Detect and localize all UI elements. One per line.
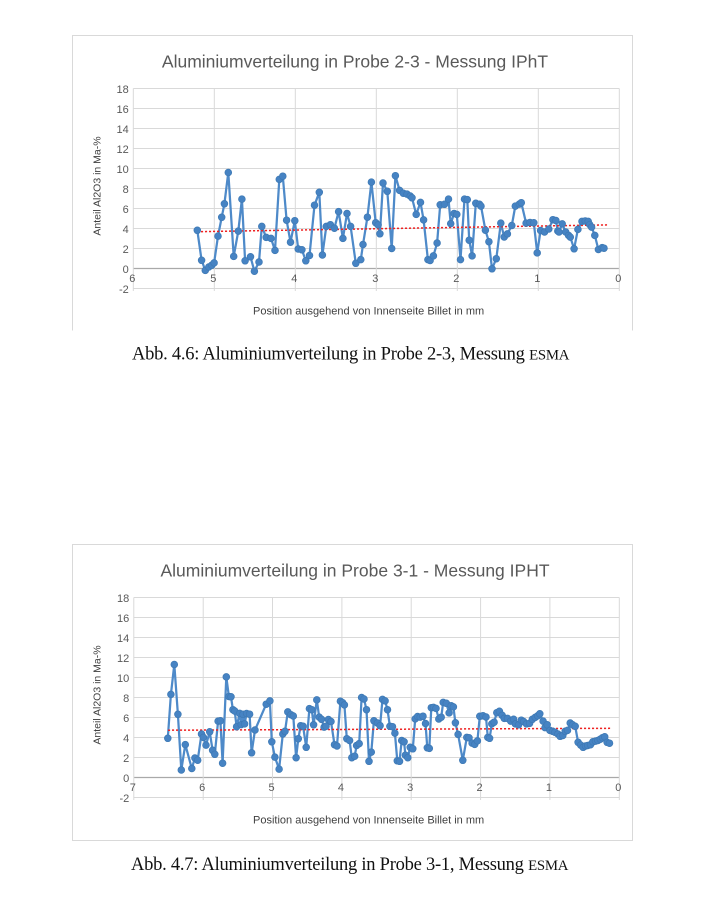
svg-text:Aluminiumverteilung in Probe 3: Aluminiumverteilung in Probe 3-1 - Messu… <box>160 561 549 581</box>
svg-text:Anteil Al2O3 in Ma-%: Anteil Al2O3 in Ma-% <box>92 136 104 235</box>
svg-text:10: 10 <box>117 164 129 176</box>
svg-text:0: 0 <box>615 782 621 794</box>
svg-text:Abb. 4.6: Aluminiumverteilung: Abb. 4.6: Aluminiumverteilung in Probe 2… <box>132 344 570 364</box>
svg-text:1: 1 <box>534 273 540 285</box>
svg-text:-2: -2 <box>120 793 130 805</box>
svg-text:0: 0 <box>123 264 129 276</box>
svg-text:0: 0 <box>615 273 621 285</box>
svg-text:5: 5 <box>210 273 216 285</box>
svg-text:3: 3 <box>407 782 413 794</box>
svg-text:6: 6 <box>129 273 135 285</box>
svg-text:18: 18 <box>117 84 129 96</box>
svg-text:Position ausgehend von Innense: Position ausgehend von Innenseite Billet… <box>253 814 484 826</box>
svg-text:16: 16 <box>117 613 129 625</box>
svg-text:14: 14 <box>117 633 129 645</box>
svg-text:10: 10 <box>117 673 129 685</box>
svg-text:3: 3 <box>372 273 378 285</box>
svg-text:7: 7 <box>130 782 136 794</box>
svg-text:2: 2 <box>123 753 129 765</box>
svg-text:5: 5 <box>268 782 274 794</box>
svg-text:4: 4 <box>123 733 129 745</box>
svg-text:8: 8 <box>123 184 129 196</box>
svg-text:4: 4 <box>291 273 297 285</box>
svg-text:2: 2 <box>477 782 483 794</box>
svg-text:6: 6 <box>123 204 129 216</box>
svg-text:2: 2 <box>453 273 459 285</box>
svg-text:1: 1 <box>546 782 552 794</box>
svg-text:6: 6 <box>199 782 205 794</box>
svg-text:8: 8 <box>123 693 129 705</box>
svg-text:0: 0 <box>123 773 129 785</box>
svg-text:-2: -2 <box>119 284 129 296</box>
svg-text:Aluminiumverteilung in Probe 2: Aluminiumverteilung in Probe 2-3 - Messu… <box>162 52 548 72</box>
svg-text:14: 14 <box>117 124 129 136</box>
svg-text:6: 6 <box>123 713 129 725</box>
svg-text:18: 18 <box>117 593 129 605</box>
svg-text:4: 4 <box>338 782 344 794</box>
svg-text:12: 12 <box>117 653 129 665</box>
svg-text:Abb. 4.7: Aluminiumverteilung: Abb. 4.7: Aluminiumverteilung in Probe 3… <box>131 855 569 875</box>
svg-text:2: 2 <box>123 244 129 256</box>
svg-text:12: 12 <box>117 144 129 156</box>
svg-text:16: 16 <box>117 104 129 116</box>
svg-text:4: 4 <box>123 224 129 236</box>
svg-text:Position ausgehend von Innense: Position ausgehend von Innenseite Billet… <box>253 305 484 317</box>
svg-text:Anteil Al2O3 in Ma-%: Anteil Al2O3 in Ma-% <box>92 645 104 744</box>
